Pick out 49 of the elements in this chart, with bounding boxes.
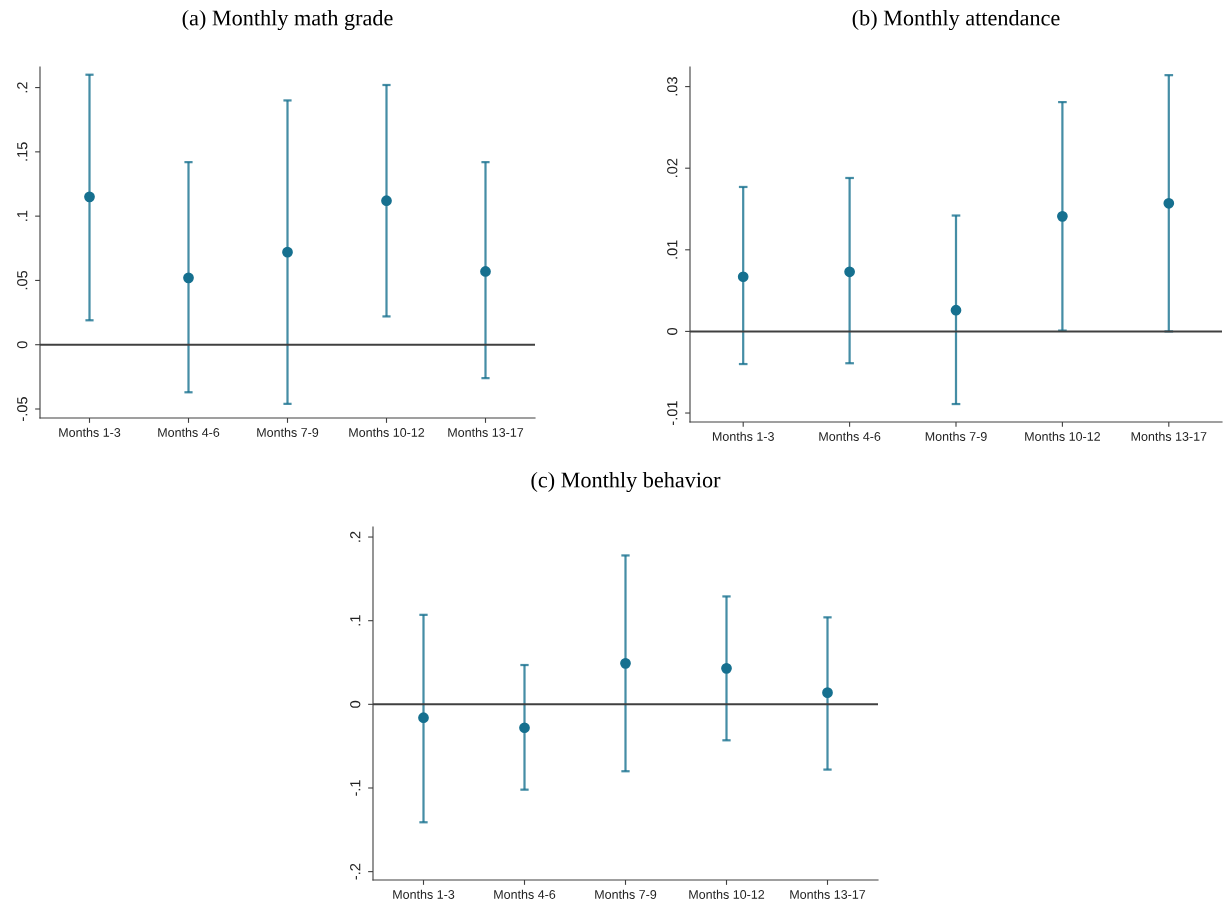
point	[480, 266, 491, 277]
y-tick-label: .02	[667, 158, 678, 177]
point	[950, 304, 962, 316]
x-tick-label: Months 10-12	[689, 889, 765, 899]
point	[183, 272, 194, 284]
y-tick-label: -.2	[350, 863, 361, 880]
x-tick-label: Months 13-17	[790, 889, 866, 899]
point	[844, 266, 855, 278]
y-tick-label: -.01	[667, 401, 678, 425]
y-tick-label: .15	[17, 142, 28, 161]
point	[519, 722, 530, 734]
x-tick-label: Months 7-9	[925, 431, 987, 441]
x-tick-label: Months 10-12	[1025, 431, 1100, 441]
x-tick-label: Months 4-6	[494, 889, 556, 899]
x-tick-label: Months 1-3	[393, 889, 455, 899]
y-tick-label: .2	[17, 82, 28, 93]
x-tick-label: Months 7-9	[595, 889, 657, 899]
point	[381, 195, 392, 207]
y-tick-label: .05	[17, 270, 28, 290]
x-tick-label: Months 1-3	[712, 431, 774, 441]
chart-title: (c) Monthly behavior	[531, 471, 721, 493]
x-tick-label: Months 4-6	[158, 427, 220, 437]
x-tick-label: Months 10-12	[349, 427, 425, 437]
y-tick-label: 0	[350, 700, 361, 708]
y-tick-label: -.1	[350, 780, 361, 796]
point	[282, 246, 293, 258]
x-tick-label: Months 13-17	[448, 427, 524, 437]
point	[1057, 210, 1068, 222]
chart-title: (b) Monthly attendance	[852, 9, 1060, 31]
point	[1163, 197, 1175, 209]
y-tick-label: .03	[667, 77, 678, 96]
point	[620, 657, 631, 669]
chart-title: (a) Monthly math grade	[182, 9, 393, 31]
point	[84, 191, 95, 203]
point	[418, 712, 429, 724]
y-tick-label: 0	[17, 341, 28, 349]
point	[721, 663, 732, 674]
x-tick-label: Months 4-6	[819, 431, 881, 441]
x-tick-label: Months 7-9	[257, 427, 319, 437]
y-tick-label: .1	[350, 615, 361, 626]
y-tick-label: -.05	[17, 397, 28, 421]
x-tick-label: Months 13-17	[1131, 431, 1207, 441]
y-tick-label: .2	[350, 531, 361, 542]
y-tick-label: 0	[667, 327, 678, 335]
y-tick-label: .1	[17, 210, 28, 221]
x-tick-label: Months 1-3	[59, 427, 121, 437]
y-tick-label: .01	[667, 240, 678, 259]
point	[822, 687, 833, 698]
point	[737, 271, 749, 283]
